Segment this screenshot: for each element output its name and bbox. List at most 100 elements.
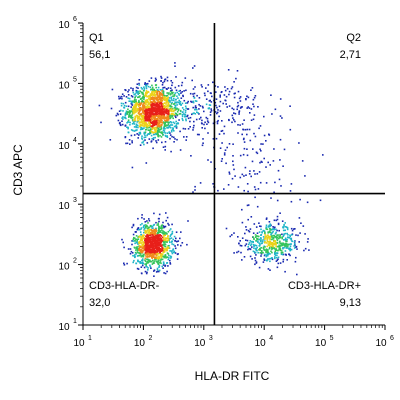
- data-point: [161, 134, 164, 136]
- data-point: [141, 122, 144, 124]
- data-point: [268, 226, 271, 228]
- data-point: [244, 128, 247, 131]
- data-point: [192, 191, 194, 193]
- data-point: [209, 92, 212, 94]
- data-point: [161, 227, 164, 229]
- data-point: [264, 249, 267, 251]
- data-point: [149, 103, 151, 106]
- data-point: [173, 97, 175, 100]
- data-point: [138, 252, 141, 254]
- data-point: [228, 171, 231, 174]
- data-point: [131, 240, 133, 242]
- data-point: [148, 234, 151, 237]
- data-point: [138, 101, 141, 104]
- data-point: [260, 250, 263, 253]
- data-point: [143, 98, 145, 101]
- data-point: [151, 240, 154, 242]
- data-point: [254, 257, 256, 259]
- data-point: [137, 119, 140, 122]
- data-point: [174, 92, 176, 94]
- data-point: [163, 130, 166, 132]
- data-point: [163, 109, 165, 112]
- x-tick-label: 10: [255, 338, 267, 349]
- data-point: [157, 139, 160, 141]
- data-point: [177, 122, 180, 125]
- data-point: [142, 96, 144, 99]
- data-point: [144, 84, 147, 87]
- data-point: [268, 221, 271, 223]
- data-point: [149, 126, 151, 129]
- data-point: [154, 260, 156, 262]
- data-point: [150, 260, 152, 263]
- data-point: [140, 120, 143, 122]
- data-point: [143, 120, 145, 123]
- data-point: [289, 190, 292, 192]
- data-point: [148, 114, 150, 117]
- data-point: [128, 113, 130, 116]
- data-point: [256, 238, 258, 240]
- data-point: [216, 121, 219, 123]
- data-point: [170, 241, 173, 243]
- data-point: [240, 245, 243, 247]
- data-point: [168, 97, 171, 99]
- data-point: [156, 94, 158, 96]
- data-point: [258, 238, 261, 241]
- data-point: [192, 93, 194, 95]
- data-point: [174, 115, 176, 117]
- data-point: [156, 121, 159, 124]
- data-point: [122, 110, 124, 112]
- data-point: [270, 257, 273, 260]
- data-point: [133, 93, 135, 96]
- data-point: [139, 240, 141, 243]
- data-point: [151, 104, 154, 106]
- data-point: [138, 228, 140, 231]
- data-point: [154, 122, 156, 125]
- data-point: [209, 104, 212, 106]
- data-point: [170, 80, 172, 82]
- data-point: [167, 114, 170, 117]
- data-point: [139, 125, 142, 127]
- data-point: [158, 122, 160, 125]
- data-point: [167, 123, 169, 126]
- data-point: [269, 236, 271, 238]
- data-point: [157, 224, 160, 226]
- data-point: [229, 235, 231, 238]
- data-point: [131, 108, 134, 110]
- data-point: [153, 212, 155, 215]
- data-point: [149, 247, 151, 250]
- data-point: [150, 100, 152, 103]
- data-point: [143, 113, 145, 115]
- data-point: [143, 218, 145, 220]
- data-point: [193, 112, 195, 114]
- data-point: [169, 93, 172, 95]
- data-point: [143, 111, 146, 114]
- y-tick-label: 10: [58, 201, 70, 212]
- data-point: [232, 143, 234, 145]
- data-point: [243, 147, 246, 150]
- data-point: [173, 94, 176, 96]
- data-point: [155, 248, 158, 251]
- data-point: [186, 115, 188, 118]
- data-point: [119, 113, 122, 115]
- data-point: [167, 93, 170, 95]
- data-point: [278, 244, 280, 247]
- data-point: [250, 89, 252, 91]
- data-point: [155, 129, 157, 131]
- data-point: [161, 90, 163, 92]
- data-point: [294, 228, 296, 230]
- data-point: [160, 117, 163, 119]
- data-point: [290, 200, 293, 203]
- data-point: [295, 234, 297, 236]
- data-point: [161, 97, 164, 100]
- data-point: [150, 232, 152, 234]
- data-point: [158, 106, 160, 108]
- data-point: [144, 245, 146, 247]
- data-point: [291, 240, 293, 242]
- data-point: [300, 222, 302, 224]
- data-point: [162, 221, 164, 224]
- data-point: [153, 270, 155, 272]
- data-point: [291, 234, 293, 236]
- data-point: [155, 110, 157, 112]
- data-point: [171, 106, 173, 108]
- data-point: [118, 110, 121, 112]
